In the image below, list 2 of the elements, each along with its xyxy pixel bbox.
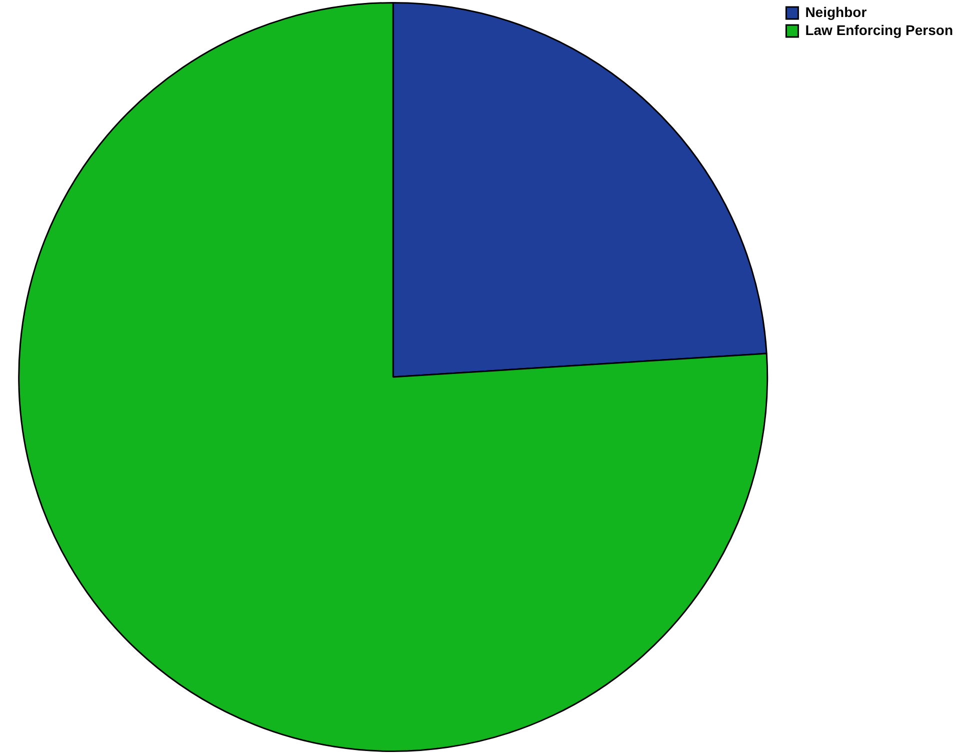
legend-label: Law Enforcing Person: [805, 22, 954, 38]
legend-label: Neighbor: [805, 4, 868, 20]
